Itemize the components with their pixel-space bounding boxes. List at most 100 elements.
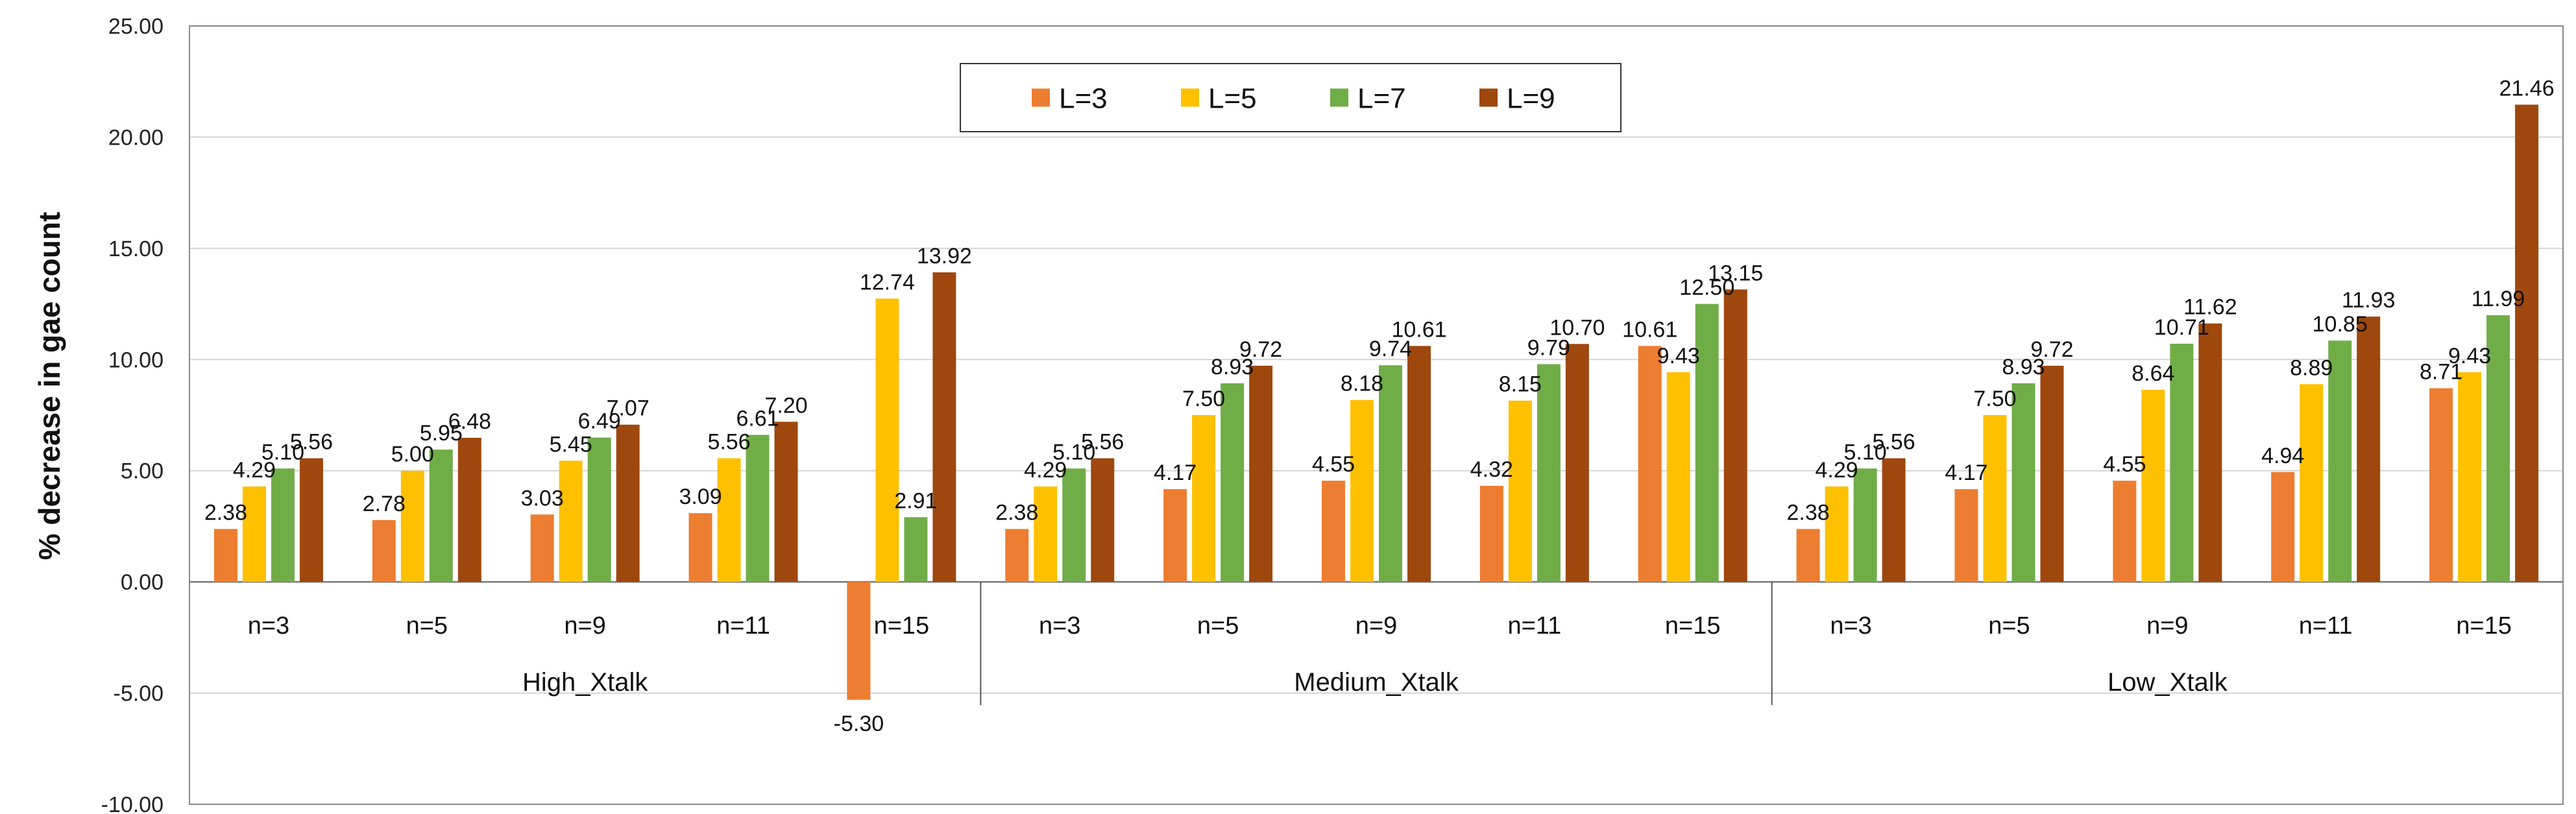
bar-l5-high_xtalk-n9 [559, 461, 583, 582]
bar-l3-medium_xtalk-n15 [1638, 346, 1662, 582]
bar-l5-high_xtalk-n3 [242, 486, 266, 582]
bar-l3-medium_xtalk-n3 [1005, 529, 1029, 582]
data-label: 7.50 [1973, 387, 2016, 411]
bar-l9-low_xtalk-n15 [2515, 104, 2539, 582]
y-tick-label: 25.00 [108, 14, 164, 39]
data-label: 8.18 [1341, 372, 1383, 396]
data-label: 10.61 [1622, 317, 1677, 342]
data-label: 13.92 [917, 244, 972, 269]
y-tick-label: 0.00 [121, 570, 164, 595]
bar-l9-low_xtalk-n9 [2198, 323, 2222, 582]
data-label: 10.85 [2313, 312, 2368, 337]
data-label: 4.29 [1816, 458, 1858, 483]
data-label: 8.93 [1211, 355, 1254, 379]
x-category-label: n=15 [1665, 612, 1721, 640]
data-label: 12.74 [860, 270, 915, 294]
data-label: 4.17 [1154, 461, 1197, 485]
bar-l5-low_xtalk-n9 [2141, 389, 2165, 582]
data-label: 2.78 [363, 492, 406, 516]
bar-l7-high_xtalk-n3 [271, 468, 295, 582]
bar-l5-medium_xtalk-n3 [1034, 486, 1058, 582]
y-tick-label: 5.00 [121, 459, 164, 484]
x-category-label: n=15 [874, 612, 930, 640]
x-category-label: n=3 [1830, 612, 1871, 640]
bar-l9-high_xtalk-n5 [457, 437, 481, 582]
data-label: 5.10 [1844, 440, 1887, 464]
data-label: -5.30 [834, 712, 884, 736]
gridlines [189, 25, 2563, 805]
bar-l9-high_xtalk-n3 [299, 458, 323, 582]
x-category-label: n=9 [1355, 612, 1397, 640]
data-label: 11.62 [2183, 295, 2237, 320]
bar-l7-medium_xtalk-n11 [1537, 364, 1561, 582]
data-label: 10.61 [1391, 317, 1446, 342]
bar-l3-high_xtalk-n11 [688, 513, 712, 582]
x-group-label: Medium_Xtalk [1294, 668, 1459, 697]
bar-l5-high_xtalk-n11 [717, 458, 741, 582]
data-label: 4.94 [2261, 444, 2304, 468]
bar-l3-medium_xtalk-n11 [1479, 486, 1503, 582]
bar-l3-low_xtalk-n11 [2271, 472, 2295, 582]
data-label: 5.56 [290, 430, 333, 455]
bar-l5-medium_xtalk-n9 [1350, 400, 1374, 582]
bar-l7-low_xtalk-n5 [2011, 383, 2035, 582]
legend-swatch [1032, 88, 1050, 107]
y-tick-label: 20.00 [108, 125, 164, 150]
bar-l7-medium_xtalk-n9 [1379, 365, 1402, 582]
bar-l3-low_xtalk-n3 [1796, 529, 1820, 582]
data-label: 8.15 [1499, 372, 1542, 397]
bar-l5-low_xtalk-n5 [1983, 415, 2007, 582]
legend-label: L=7 [1357, 83, 1406, 115]
data-label: 7.20 [764, 393, 807, 418]
data-label: 9.74 [1369, 337, 1412, 361]
data-label: 7.07 [607, 396, 650, 421]
bar-l3-high_xtalk-n9 [530, 514, 554, 582]
bar-l7-low_xtalk-n9 [2170, 343, 2194, 582]
data-label: 13.15 [1708, 261, 1763, 285]
legend-swatch [1181, 88, 1199, 107]
data-label: 11.93 [2342, 288, 2396, 313]
bar-l5-high_xtalk-n5 [400, 470, 424, 582]
bar-l9-medium_xtalk-n15 [1723, 289, 1747, 582]
bar-l3-medium_xtalk-n5 [1163, 489, 1187, 582]
bar-l7-high_xtalk-n9 [587, 437, 611, 582]
data-label: 8.71 [2420, 360, 2462, 385]
bar-l9-low_xtalk-n5 [2040, 365, 2064, 582]
data-label: 5.56 [707, 430, 750, 455]
data-label: 21.46 [2499, 76, 2555, 101]
bars [213, 104, 2539, 700]
data-label: 8.89 [2290, 355, 2333, 380]
data-label: 11.99 [2472, 287, 2525, 311]
data-label: 9.43 [2448, 344, 2491, 368]
legend-label: L=5 [1208, 83, 1257, 115]
plot-frame [189, 25, 2564, 805]
data-label: 7.50 [1182, 387, 1225, 411]
data-label: 6.61 [736, 407, 779, 431]
bar-l7-high_xtalk-n11 [746, 435, 770, 582]
bar-l9-low_xtalk-n3 [1882, 458, 1906, 582]
y-tick-label: -5.00 [114, 682, 164, 706]
data-label: 3.03 [521, 486, 564, 510]
x-category-label: n=9 [564, 612, 605, 640]
data-label: 8.64 [2132, 361, 2174, 386]
bar-l3-low_xtalk-n15 [2429, 388, 2453, 582]
data-label: 5.10 [1052, 440, 1095, 464]
data-label: 6.49 [578, 409, 621, 434]
data-label: 5.10 [261, 440, 304, 464]
y-axis-ticks: -10.00 -5.00 0.00 5.00 10.00 15.00 20.00 25.00 [101, 14, 164, 814]
y-tick-label: -10.00 [101, 793, 164, 814]
bar-l7-high_xtalk-n5 [429, 449, 453, 582]
data-label: 4.55 [2103, 452, 2146, 477]
bar-l5-low_xtalk-n15 [2458, 372, 2482, 582]
bar-l3-medium_xtalk-n9 [1322, 481, 1345, 582]
data-label: 2.38 [1787, 501, 1830, 525]
bar-l5-high_xtalk-n15 [875, 298, 899, 582]
data-label: 4.29 [233, 458, 276, 483]
x-category-label: n=11 [716, 612, 770, 640]
y-tick-label: 10.00 [108, 348, 164, 372]
data-label: 4.55 [1312, 452, 1355, 477]
data-label: 12.50 [1679, 276, 1734, 300]
bar-l9-low_xtalk-n11 [2357, 317, 2381, 582]
x-category-label: n=11 [1507, 612, 1561, 640]
